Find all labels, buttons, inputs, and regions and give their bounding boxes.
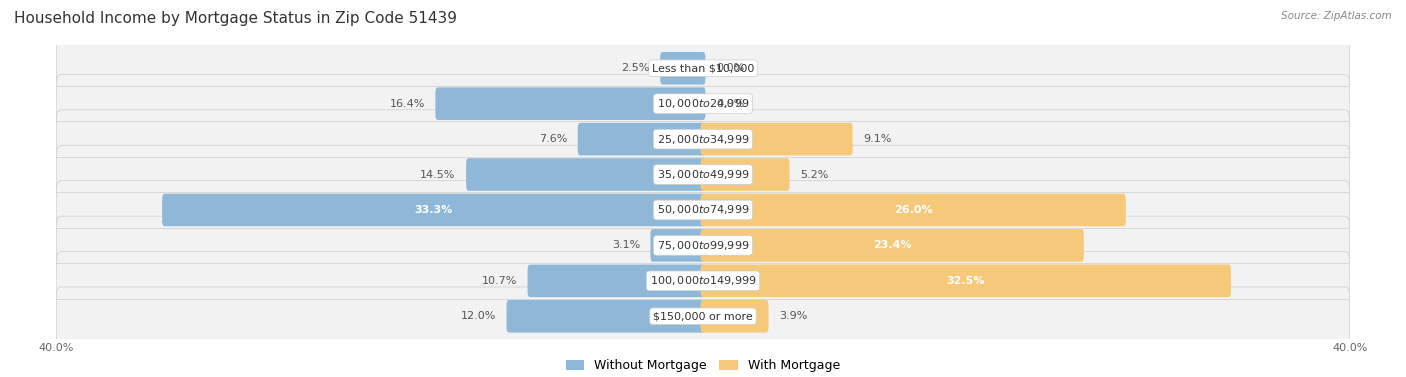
FancyBboxPatch shape [56, 251, 1350, 310]
FancyBboxPatch shape [56, 216, 1350, 275]
Text: 14.5%: 14.5% [420, 170, 456, 179]
FancyBboxPatch shape [162, 194, 706, 226]
Text: 12.0%: 12.0% [461, 311, 496, 321]
FancyBboxPatch shape [661, 52, 706, 84]
Text: 26.0%: 26.0% [894, 205, 932, 215]
FancyBboxPatch shape [56, 110, 1350, 169]
Legend: Without Mortgage, With Mortgage: Without Mortgage, With Mortgage [561, 354, 845, 377]
Text: 16.4%: 16.4% [389, 99, 425, 109]
Text: Less than $10,000: Less than $10,000 [652, 63, 754, 73]
FancyBboxPatch shape [56, 39, 1350, 98]
Text: 33.3%: 33.3% [415, 205, 453, 215]
FancyBboxPatch shape [56, 145, 1350, 204]
FancyBboxPatch shape [700, 229, 1084, 262]
Text: 5.2%: 5.2% [800, 170, 828, 179]
Text: 23.4%: 23.4% [873, 241, 911, 250]
FancyBboxPatch shape [700, 123, 852, 155]
FancyBboxPatch shape [578, 123, 706, 155]
FancyBboxPatch shape [527, 265, 706, 297]
Text: $25,000 to $34,999: $25,000 to $34,999 [657, 133, 749, 146]
FancyBboxPatch shape [651, 229, 706, 262]
FancyBboxPatch shape [700, 158, 790, 191]
Text: $75,000 to $99,999: $75,000 to $99,999 [657, 239, 749, 252]
FancyBboxPatch shape [700, 300, 769, 333]
Text: Source: ZipAtlas.com: Source: ZipAtlas.com [1281, 11, 1392, 21]
Text: 2.5%: 2.5% [621, 63, 650, 73]
FancyBboxPatch shape [436, 87, 706, 120]
FancyBboxPatch shape [700, 194, 1126, 226]
Text: 7.6%: 7.6% [538, 134, 567, 144]
FancyBboxPatch shape [506, 300, 706, 333]
Text: $100,000 to $149,999: $100,000 to $149,999 [650, 274, 756, 287]
Text: 9.1%: 9.1% [863, 134, 891, 144]
Text: $35,000 to $49,999: $35,000 to $49,999 [657, 168, 749, 181]
Text: $10,000 to $24,999: $10,000 to $24,999 [657, 97, 749, 110]
Text: $50,000 to $74,999: $50,000 to $74,999 [657, 204, 749, 216]
Text: 3.1%: 3.1% [612, 241, 640, 250]
FancyBboxPatch shape [467, 158, 706, 191]
FancyBboxPatch shape [700, 265, 1230, 297]
Text: 32.5%: 32.5% [946, 276, 986, 286]
FancyBboxPatch shape [56, 74, 1350, 133]
FancyBboxPatch shape [56, 181, 1350, 239]
Text: 0.0%: 0.0% [716, 63, 744, 73]
FancyBboxPatch shape [56, 287, 1350, 346]
Text: Household Income by Mortgage Status in Zip Code 51439: Household Income by Mortgage Status in Z… [14, 11, 457, 26]
Text: 0.0%: 0.0% [716, 99, 744, 109]
Text: $150,000 or more: $150,000 or more [654, 311, 752, 321]
Text: 10.7%: 10.7% [482, 276, 517, 286]
Text: 3.9%: 3.9% [779, 311, 807, 321]
